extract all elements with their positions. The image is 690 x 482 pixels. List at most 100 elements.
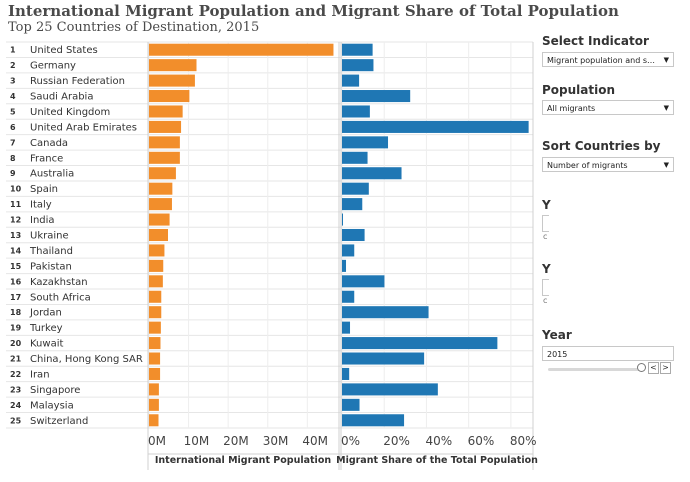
rank-label: 19 <box>10 324 22 333</box>
year-label: Year <box>542 328 572 342</box>
hidden-filter-input-1[interactable] <box>542 215 549 232</box>
country-label: Malaysia <box>30 400 74 411</box>
country-label: United States <box>30 45 98 56</box>
chart-subtitle: Top 25 Countries of Destination, 2015 <box>8 20 260 35</box>
year-slider-track[interactable] <box>548 368 642 371</box>
share-bar <box>342 321 351 334</box>
country-label: India <box>30 215 55 226</box>
rank-label: 7 <box>10 138 16 147</box>
country-label: Jordan <box>29 308 62 319</box>
chevron-down-icon: ▼ <box>663 56 669 64</box>
share-bar <box>342 367 350 380</box>
share-bar <box>342 136 389 149</box>
population-bar <box>149 74 195 87</box>
country-label: Switzerland <box>30 416 88 427</box>
rank-label: 11 <box>10 200 22 209</box>
x-tick-label-share: 0% <box>341 434 360 448</box>
country-label: Russian Federation <box>30 76 125 87</box>
country-label: France <box>30 153 63 164</box>
rank-label: 16 <box>10 277 22 286</box>
country-label: Singapore <box>30 385 80 396</box>
rank-label: 3 <box>10 77 16 86</box>
hidden-filter-label-1: Y <box>542 198 551 212</box>
share-bar <box>342 228 365 242</box>
year-next-button[interactable]: > <box>660 362 671 374</box>
rank-label: 9 <box>10 169 16 178</box>
share-bar <box>342 259 347 272</box>
country-label: Iran <box>30 369 50 380</box>
population-bar <box>149 59 197 72</box>
country-label: Pakistan <box>30 261 72 272</box>
population-bar <box>149 337 161 350</box>
rank-label: 2 <box>10 61 16 70</box>
hidden-filter-input-2[interactable] <box>542 279 549 296</box>
share-bar <box>342 167 402 180</box>
chevron-down-icon: ▼ <box>663 104 669 112</box>
hidden-filter-label-2: Y <box>542 262 551 276</box>
country-label: United Arab Emirates <box>30 122 137 133</box>
population-bar <box>149 90 190 103</box>
share-bar <box>342 290 355 303</box>
share-bar <box>342 352 425 365</box>
sort-countries-label: Sort Countries by <box>542 139 661 153</box>
rank-label: 25 <box>10 416 22 425</box>
chart-title: International Migrant Population and Mig… <box>8 2 619 20</box>
sort-dropdown-value: Number of migrants <box>547 161 628 170</box>
share-bar <box>342 74 360 87</box>
population-bar <box>149 120 182 133</box>
rank-label: 17 <box>10 293 21 302</box>
country-label: Germany <box>30 61 76 72</box>
rank-label: 4 <box>10 92 16 101</box>
population-bar <box>149 259 164 272</box>
country-label: Saudi Arabia <box>30 92 93 103</box>
select-indicator-label: Select Indicator <box>542 34 649 48</box>
year-slider-thumb[interactable] <box>637 363 646 372</box>
share-bar <box>342 383 438 396</box>
rank-label: 12 <box>10 216 21 225</box>
year-prev-button[interactable]: < <box>648 362 659 374</box>
share-bar <box>342 151 368 164</box>
hidden-filter-radio-1[interactable]: c <box>543 232 548 241</box>
chart-area: 1 United States 2 Germany 3 Russian Federatio… <box>6 41 538 470</box>
population-bar <box>149 244 165 257</box>
chevron-down-icon: ▼ <box>663 161 669 169</box>
hidden-filter-radio-2[interactable]: c <box>543 296 548 305</box>
rank-label: 24 <box>10 401 22 410</box>
rank-label: 20 <box>10 339 22 348</box>
population-bar <box>149 306 162 319</box>
axis-title-share: Migrant Share of the Total Population <box>336 455 538 466</box>
rank-label: 10 <box>10 185 22 194</box>
rank-label: 21 <box>10 355 22 364</box>
country-label: Australia <box>30 169 74 180</box>
population-bar <box>149 182 173 195</box>
population-dropdown[interactable]: All migrants ▼ <box>542 100 674 115</box>
rank-label: 5 <box>10 107 16 116</box>
share-bar <box>342 306 429 319</box>
population-bar <box>149 228 168 242</box>
rank-label: 23 <box>10 385 21 394</box>
rank-label: 1 <box>10 46 16 55</box>
indicator-dropdown[interactable]: Migrant population and sha... ▼ <box>542 52 674 67</box>
country-label: Kazakhstan <box>30 277 88 288</box>
share-bar <box>342 90 411 103</box>
country-label: Ukraine <box>30 231 69 242</box>
rank-label: 6 <box>10 123 16 132</box>
sort-dropdown[interactable]: Number of migrants ▼ <box>542 157 674 172</box>
population-bar <box>149 414 159 427</box>
year-input[interactable]: 2015 <box>542 346 674 361</box>
share-bar <box>342 182 369 195</box>
population-bar <box>149 198 172 211</box>
share-bar <box>342 59 374 72</box>
population-bar <box>149 167 176 180</box>
country-label: Thailand <box>29 246 73 257</box>
population-bar <box>149 105 183 118</box>
share-bar <box>342 120 529 133</box>
share-bar <box>342 275 385 288</box>
x-tick-label-population: 40M <box>302 434 328 448</box>
x-tick-label-population: 10M <box>184 434 210 448</box>
share-bar <box>342 213 343 226</box>
population-bar <box>149 43 334 56</box>
population-bar <box>149 321 161 334</box>
share-bar <box>342 337 498 350</box>
x-tick-label-share: 20% <box>383 434 410 448</box>
